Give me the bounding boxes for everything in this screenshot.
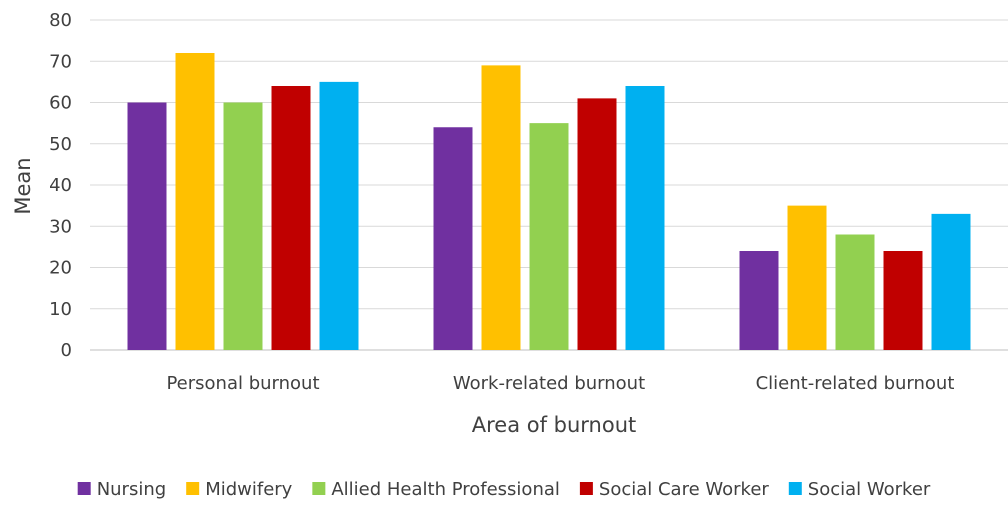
legend-swatch <box>77 482 91 495</box>
legend-label: Social Worker <box>808 479 931 500</box>
bar-social-worker <box>319 81 359 350</box>
bar-social-worker <box>625 86 665 350</box>
legend-swatch <box>579 482 593 495</box>
bar-nursing <box>739 251 779 350</box>
bar-midwifery <box>787 205 827 350</box>
bar-midwifery <box>481 65 521 350</box>
legend-label: Allied Health Professional <box>331 479 560 500</box>
x-tick-label: Work-related burnout <box>453 373 645 394</box>
legend-item-social-worker: Social Worker <box>788 479 931 500</box>
y-tick-label: 40 <box>49 175 72 196</box>
bar-allied-health-professional <box>223 102 263 350</box>
legend-swatch <box>788 482 802 495</box>
y-tick-label: 70 <box>49 51 72 72</box>
bar-social-care-worker <box>271 86 311 350</box>
legend-item-nursing: Nursing <box>77 479 167 500</box>
bar-social-care-worker <box>577 98 617 350</box>
y-tick-label: 20 <box>49 258 72 279</box>
y-tick-label: 0 <box>61 340 72 361</box>
legend-label: Social Care Worker <box>599 479 770 500</box>
legend-swatch <box>186 482 200 495</box>
bar-allied-health-professional <box>529 123 569 350</box>
y-axis-title: Mean <box>11 157 35 214</box>
bar-nursing <box>127 102 167 350</box>
y-axis-ticks: 0 10 20 30 40 50 60 70 80 <box>49 10 72 361</box>
y-tick-label: 80 <box>49 10 72 31</box>
y-tick-label: 50 <box>49 134 72 155</box>
legend-swatch <box>312 482 326 495</box>
legend: Nursing Midwifery Allied Health Profession… <box>77 479 931 500</box>
legend-item-social-care-worker: Social Care Worker <box>579 479 770 500</box>
legend-item-allied-health-professional: Allied Health Professional <box>312 479 560 500</box>
x-axis-title: Area of burnout <box>472 413 637 437</box>
y-tick-label: 60 <box>49 93 72 114</box>
x-tick-label: Personal burnout <box>166 373 319 394</box>
legend-item-midwifery: Midwifery <box>186 479 293 500</box>
y-tick-label: 30 <box>49 216 72 237</box>
y-tick-label: 10 <box>49 299 72 320</box>
bar-nursing <box>433 127 473 350</box>
bar-allied-health-professional <box>835 234 875 350</box>
bar-social-worker <box>931 213 971 350</box>
bar-social-care-worker <box>883 251 923 350</box>
bars <box>127 53 971 350</box>
x-tick-label: Client-related burnout <box>756 373 955 394</box>
bar-midwifery <box>175 53 215 350</box>
legend-label: Nursing <box>97 479 167 500</box>
x-axis-ticks: Personal burnout Work-related burnout Clie… <box>166 373 954 394</box>
legend-label: Midwifery <box>205 479 292 500</box>
